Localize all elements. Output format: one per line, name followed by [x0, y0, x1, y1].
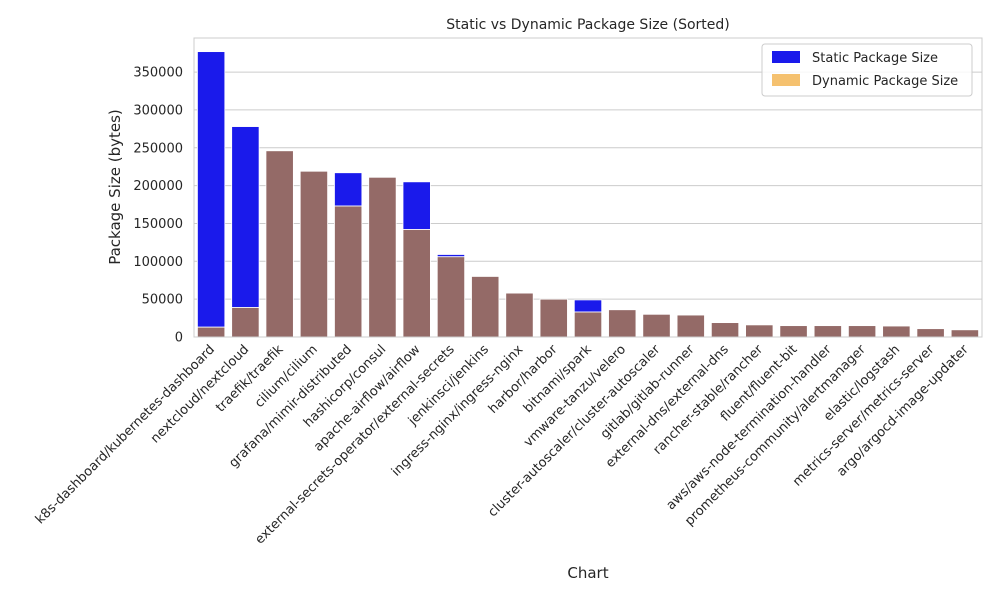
bar-overlap — [916, 328, 945, 338]
chart-title: Static vs Dynamic Package Size (Sorted) — [446, 17, 730, 33]
bar-overlap — [197, 326, 226, 338]
bar-overlap — [608, 309, 637, 338]
bar-overlap — [402, 229, 431, 338]
bar-overlap — [847, 325, 877, 338]
bar-overlap — [231, 307, 260, 338]
bar-static — [231, 126, 260, 308]
x-tick-label: k8s-dashboard/kubernetes-dashboard — [33, 342, 218, 527]
bar-overlap — [505, 292, 534, 338]
bar-overlap — [676, 314, 705, 338]
bar-overlap — [573, 311, 603, 338]
legend-swatch-static — [772, 51, 800, 63]
x-axis-ticks: k8s-dashboard/kubernetes-dashboardnextcl… — [33, 342, 972, 548]
plot-frame — [193, 37, 983, 338]
y-tick-label: 200000 — [133, 179, 183, 194]
y-tick-label: 50000 — [142, 293, 183, 308]
legend-frame — [761, 43, 973, 97]
bar-static — [402, 181, 431, 230]
y-tick-label: 350000 — [133, 66, 183, 81]
x-axis-label: Chart — [567, 564, 608, 582]
y-tick-label: 0 — [175, 331, 183, 346]
y-tick-label: 300000 — [133, 103, 183, 118]
legend-label-static: Static Package Size — [812, 51, 938, 66]
bar-overlap — [813, 325, 842, 338]
bars — [197, 51, 979, 338]
y-axis-label: Package Size (bytes) — [106, 109, 124, 265]
legend-swatch-dynamic — [772, 74, 800, 86]
bar-static — [334, 172, 363, 207]
legend: Static Package Size Dynamic Package Size — [761, 43, 973, 97]
bar-overlap — [539, 298, 568, 338]
bar-static — [197, 51, 226, 328]
bar-overlap — [334, 205, 363, 338]
bar-overlap — [779, 325, 808, 338]
bar-static — [573, 299, 603, 313]
y-tick-label: 150000 — [133, 217, 183, 232]
bar-overlap — [642, 313, 671, 338]
bar-overlap — [950, 329, 979, 338]
bar-overlap — [745, 324, 774, 338]
y-tick-label: 100000 — [133, 255, 183, 270]
y-tick-label: 250000 — [133, 141, 183, 156]
bar-overlap — [882, 325, 911, 338]
bar-overlap — [368, 176, 397, 338]
bar-overlap — [710, 322, 740, 338]
bar-overlap — [265, 150, 294, 338]
bar-overlap — [471, 276, 500, 338]
legend-label-dynamic: Dynamic Package Size — [812, 74, 958, 89]
bar-overlap — [299, 170, 329, 338]
y-axis-ticks: 0 50000 100000 150000 200000 250000 300000 3500… — [133, 66, 183, 346]
bar-overlap — [436, 256, 466, 338]
